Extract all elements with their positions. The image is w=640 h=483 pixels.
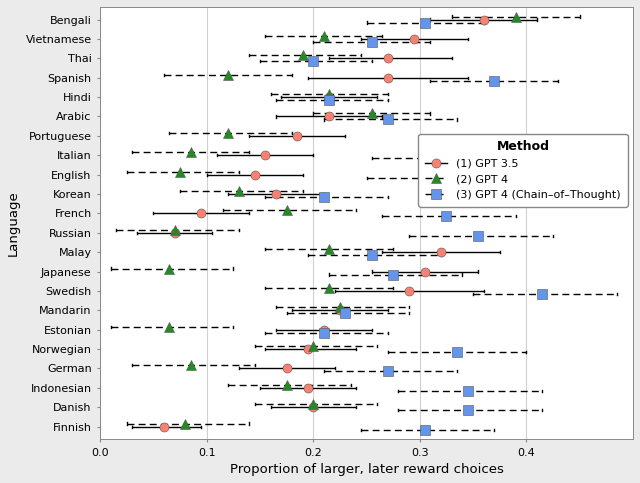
Legend: (1) GPT 3.5, (2) GPT 4, (3) GPT 4 (Chain–of–Thought): (1) GPT 3.5, (2) GPT 4, (3) GPT 4 (Chain… (419, 133, 627, 207)
Y-axis label: Language: Language (7, 190, 20, 256)
X-axis label: Proportion of larger, later reward choices: Proportion of larger, later reward choic… (230, 463, 504, 476)
